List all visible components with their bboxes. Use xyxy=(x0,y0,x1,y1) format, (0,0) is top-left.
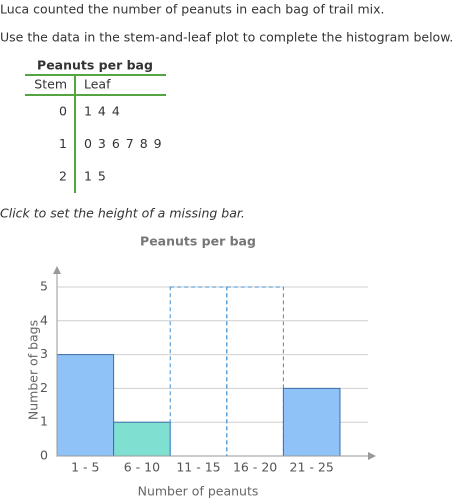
instruction: Click to set the height of a missing bar… xyxy=(0,206,245,221)
chart-title: Peanuts per bag xyxy=(140,234,256,249)
x-tick-label: 21 - 25 xyxy=(290,460,334,475)
axis-arrow xyxy=(53,266,61,274)
leaf: 0 3 6 7 8 9 xyxy=(84,136,162,151)
stem: 1 xyxy=(59,136,67,151)
table-header: Stem xyxy=(34,77,67,92)
x-axis-title: Number of peanuts xyxy=(138,484,259,499)
question-text: Use the data in the stem-and-leaf plot t… xyxy=(0,30,453,45)
table-title: Peanuts per bag xyxy=(37,58,153,73)
leaf: 1 5 xyxy=(84,169,106,184)
missing-bar[interactable] xyxy=(169,286,228,457)
question-text: Luca counted the number of peanuts in ea… xyxy=(0,2,384,17)
x-tick-label: 6 - 10 xyxy=(124,460,160,475)
missing-bar[interactable] xyxy=(226,286,284,457)
axis-arrow xyxy=(368,452,376,460)
y-tick-label: 1 xyxy=(40,414,48,429)
y-tick-label: 3 xyxy=(40,346,48,361)
table-header: Leaf xyxy=(84,77,111,92)
y-tick-label: 2 xyxy=(40,380,48,395)
leaf: 1 4 4 xyxy=(84,104,120,119)
y-tick-label: 5 xyxy=(40,279,48,294)
x-tick-label: 1 - 5 xyxy=(71,460,99,475)
y-tick-label: 0 xyxy=(40,448,48,463)
bar[interactable] xyxy=(113,421,171,457)
bar[interactable] xyxy=(56,354,115,457)
y-tick-label: 4 xyxy=(40,312,48,327)
x-tick-label: 16 - 20 xyxy=(233,460,277,475)
stem: 0 xyxy=(59,104,67,119)
y-axis-title: Number of bags xyxy=(26,320,41,420)
x-tick-label: 11 - 15 xyxy=(176,460,220,475)
stem: 2 xyxy=(59,169,67,184)
bar[interactable] xyxy=(282,387,341,457)
